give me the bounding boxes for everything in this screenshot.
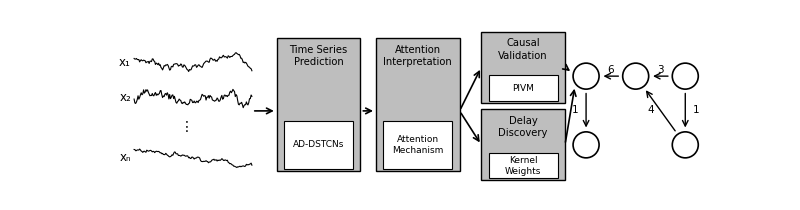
Text: xₙ: xₙ [119, 151, 131, 164]
FancyBboxPatch shape [482, 32, 565, 103]
Text: x₁: x₁ [681, 140, 690, 150]
Text: 3: 3 [657, 65, 664, 75]
Text: Attention
Interpretation: Attention Interpretation [383, 45, 452, 67]
FancyBboxPatch shape [489, 153, 558, 178]
Text: Kernel
Weights: Kernel Weights [505, 156, 542, 176]
Text: x₂: x₂ [631, 71, 641, 81]
Text: 1: 1 [693, 105, 699, 116]
FancyBboxPatch shape [482, 109, 565, 180]
FancyBboxPatch shape [376, 38, 459, 171]
Text: ⋮: ⋮ [180, 120, 194, 134]
Text: x₁: x₁ [119, 56, 131, 69]
Text: Time Series
Prediction: Time Series Prediction [290, 45, 348, 67]
Text: 4: 4 [648, 105, 654, 116]
FancyBboxPatch shape [489, 75, 558, 101]
Text: AD-DSTCNs: AD-DSTCNs [293, 140, 344, 150]
FancyBboxPatch shape [383, 121, 452, 169]
FancyBboxPatch shape [284, 121, 353, 169]
Text: Causal
Validation: Causal Validation [498, 38, 548, 60]
Text: 1: 1 [572, 105, 579, 116]
Text: x₂: x₂ [119, 92, 131, 104]
Text: xₙ: xₙ [582, 140, 591, 150]
Text: Delay
Discovery: Delay Discovery [498, 116, 548, 138]
Text: Attention
Mechanism: Attention Mechanism [392, 135, 443, 155]
FancyBboxPatch shape [277, 38, 360, 171]
Text: 6: 6 [607, 65, 614, 75]
Text: xⱼ: xⱼ [582, 71, 590, 81]
Text: PIVM: PIVM [512, 84, 534, 93]
Text: xᵢ: xᵢ [682, 71, 689, 81]
